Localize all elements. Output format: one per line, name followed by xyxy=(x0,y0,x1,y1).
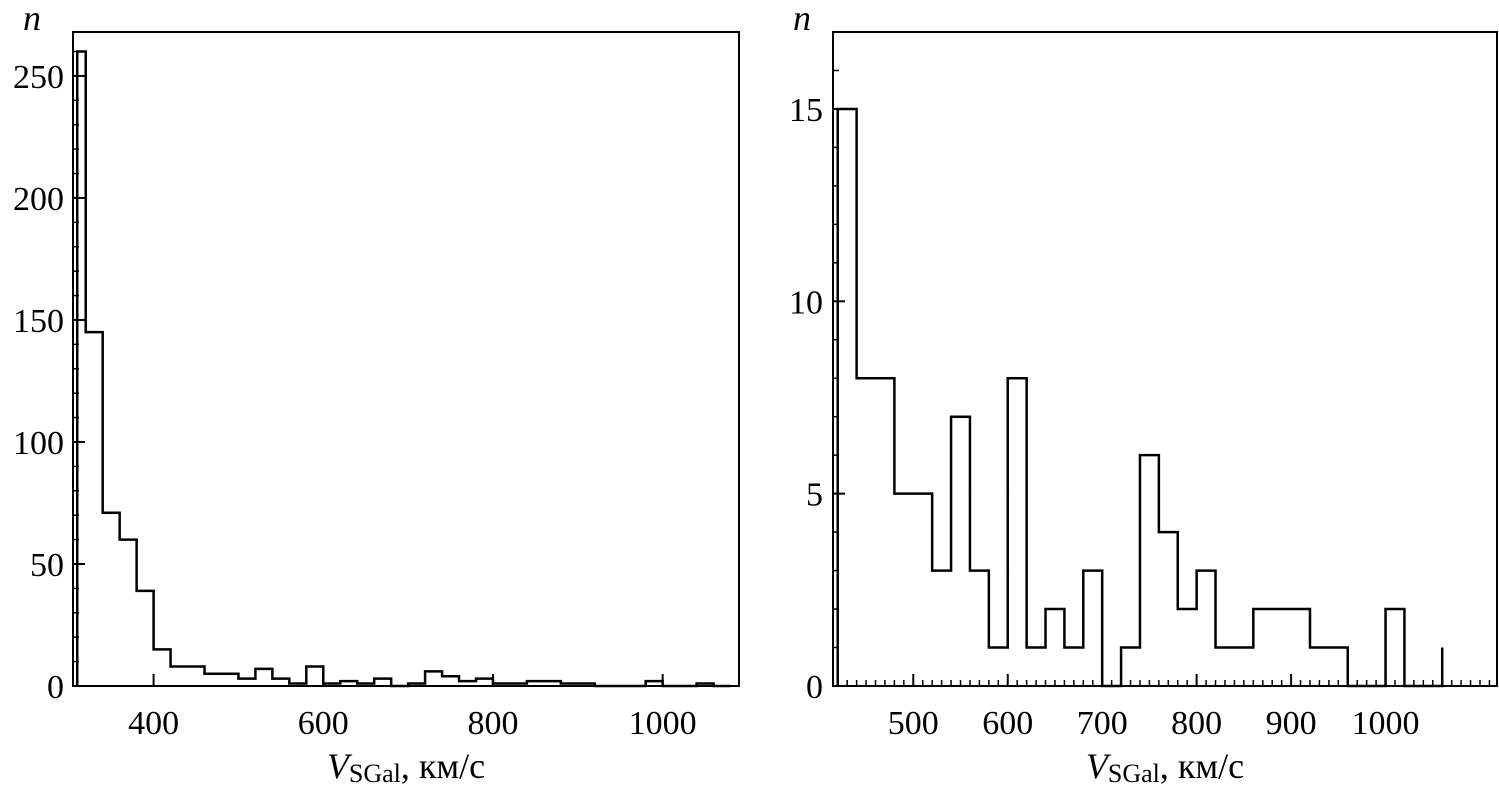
y-axis-label: n xyxy=(23,0,41,38)
histogram-bin xyxy=(188,666,205,686)
x-tick-label: 400 xyxy=(128,705,179,742)
histogram-bin xyxy=(306,666,323,686)
plot-frame xyxy=(72,31,740,687)
histogram-bin xyxy=(1046,609,1065,686)
x-tick-label: 600 xyxy=(298,705,349,742)
histogram-bin xyxy=(120,540,137,686)
histogram-bin xyxy=(838,109,857,686)
y-tick-label: 0 xyxy=(47,669,64,706)
histogram-bin xyxy=(425,671,442,686)
histogram-bin xyxy=(894,494,913,686)
x-tick-label: 800 xyxy=(467,705,518,742)
y-tick-label: 15 xyxy=(789,92,823,129)
histogram-bin xyxy=(86,332,103,686)
y-axis-label: n xyxy=(793,0,811,38)
histogram-bin xyxy=(1291,609,1310,686)
x-tick-label: 500 xyxy=(888,705,939,742)
y-tick-label: 100 xyxy=(13,425,64,462)
histogram-bin xyxy=(1083,571,1102,686)
y-tick-label: 0 xyxy=(806,669,823,706)
histogram-bin xyxy=(1272,609,1291,686)
x-tick-label: 900 xyxy=(1266,705,1317,742)
right-histogram-panel: 0 5 10 15 500 600 700 800 900 1000 n VSGal, км/с xyxy=(789,0,1498,788)
histogram-bin xyxy=(255,669,272,686)
histogram-bin xyxy=(205,674,222,686)
histogram-bin xyxy=(1386,609,1405,686)
y-tick-label: 10 xyxy=(789,284,823,321)
histogram-bin xyxy=(1140,455,1159,686)
histogram-bin xyxy=(876,378,895,686)
x-tick-label: 1000 xyxy=(1352,705,1420,742)
x-axis-label: VSGal, км/с xyxy=(327,746,485,788)
histogram-outline xyxy=(836,107,1444,688)
histogram-bin xyxy=(1253,609,1272,686)
histogram-bin xyxy=(103,513,120,686)
y-tick-label: 200 xyxy=(13,181,64,218)
left-histogram-panel: 0 50 100 150 200 250 400 600 800 1000 n VSGal, км/с xyxy=(13,0,740,788)
histogram-bin xyxy=(951,417,970,686)
histogram-bin xyxy=(221,674,238,686)
plot-frame xyxy=(832,31,1498,687)
histogram-bin xyxy=(1008,378,1027,686)
histogram-bin xyxy=(857,378,876,686)
histogram-bin xyxy=(137,591,154,686)
y-tick-label: 5 xyxy=(806,477,823,514)
x-tick-label: 1000 xyxy=(629,705,697,742)
histogram-outline xyxy=(75,50,731,688)
y-tick-label: 150 xyxy=(13,303,64,340)
x-tick-label: 700 xyxy=(1077,705,1128,742)
histogram-bin xyxy=(932,571,951,686)
histogram-bin xyxy=(1178,609,1197,686)
histogram-bin xyxy=(154,649,171,686)
histogram-bin xyxy=(1159,532,1178,686)
x-tick-label: 800 xyxy=(1171,705,1222,742)
histogram-bin xyxy=(442,676,459,686)
histogram-bin xyxy=(970,571,989,686)
y-tick-label: 250 xyxy=(13,59,64,96)
histogram-bin xyxy=(1197,571,1216,686)
x-axis-label: VSGal, км/с xyxy=(1086,746,1244,788)
y-tick-label: 50 xyxy=(30,547,64,584)
histogram-bin xyxy=(171,666,188,686)
histogram-bin xyxy=(913,494,932,686)
x-tick-label: 600 xyxy=(982,705,1033,742)
